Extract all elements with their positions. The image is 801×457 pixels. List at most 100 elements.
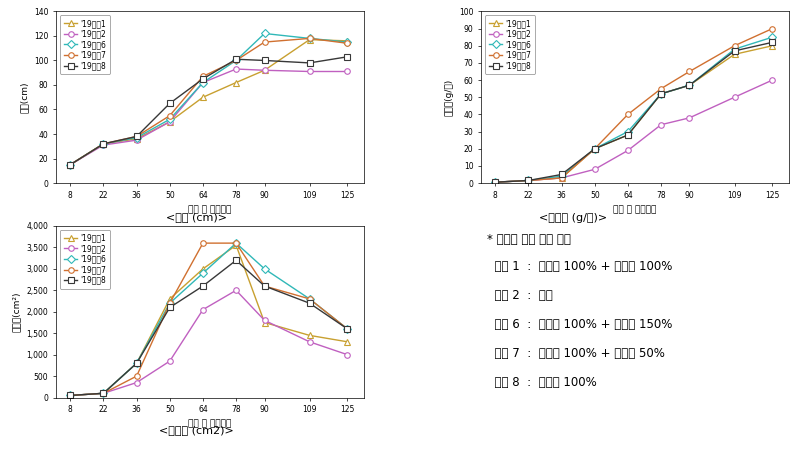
'19김제1: [132, 136, 142, 142]
'19김제8: [99, 391, 108, 396]
'19김제8: [165, 305, 175, 310]
'19김제1: [165, 296, 175, 302]
Y-axis label: 초장(cm): 초장(cm): [19, 81, 28, 113]
Line: '19김제6: '19김제6: [67, 31, 350, 167]
'19김제6: [524, 178, 533, 183]
'19김제2: [260, 68, 269, 73]
Line: '19김제1: '19김제1: [67, 37, 350, 167]
'19김제8: [66, 162, 75, 167]
X-axis label: 이앙 후 생육일수: 이앙 후 생육일수: [614, 205, 657, 214]
'19김제6: [730, 47, 739, 52]
'19김제6: [66, 393, 75, 398]
'19김제2: [524, 178, 533, 183]
'19김제6: [590, 146, 599, 151]
'19김제7: [343, 326, 352, 332]
'19김제2: [198, 80, 207, 85]
X-axis label: 이앙 후 생육일수: 이앙 후 생육일수: [188, 205, 231, 214]
Line: '19김제8: '19김제8: [493, 40, 775, 185]
'19김제1: [343, 38, 352, 43]
Text: <건물중 (g/주)>: <건물중 (g/주)>: [538, 213, 607, 223]
'19김제1: [343, 339, 352, 345]
'19김제6: [767, 34, 777, 40]
'19김제8: [524, 178, 533, 183]
'19김제2: [656, 122, 666, 128]
'19김제8: [198, 283, 207, 289]
'19김제1: [767, 43, 777, 48]
'19김제8: [132, 361, 142, 366]
'19김제7: [66, 162, 75, 167]
'19김제6: [623, 129, 633, 134]
'19김제1: [132, 361, 142, 366]
Legend: '19김제1, '19김제2, '19김제6, '19김제7, '19김제8: '19김제1, '19김제2, '19김제6, '19김제7, '19김제8: [485, 15, 535, 74]
Legend: '19김제1, '19김제2, '19김제6, '19김제7, '19김제8: '19김제1, '19김제2, '19김제6, '19김제7, '19김제8: [60, 15, 111, 74]
Line: '19김제2: '19김제2: [67, 66, 350, 167]
'19김제1: [66, 162, 75, 167]
'19김제6: [66, 162, 75, 167]
'19김제6: [490, 180, 500, 185]
'19김제1: [490, 180, 500, 185]
Line: '19김제7: '19김제7: [493, 26, 775, 185]
'19김제1: [260, 68, 269, 73]
'19김제8: [165, 101, 175, 106]
'19김제7: [198, 240, 207, 246]
'19김제8: [231, 258, 241, 263]
Text: * 필지별 비료 처리 수준: * 필지별 비료 처리 수준: [487, 233, 571, 246]
'19김제7: [260, 283, 269, 289]
Line: '19김제7: '19김제7: [67, 36, 350, 167]
'19김제7: [165, 113, 175, 118]
'19김제8: [66, 393, 75, 398]
'19김제8: [132, 134, 142, 139]
'19김제7: [132, 373, 142, 379]
X-axis label: 이앙 후 생육일수: 이앙 후 생육일수: [188, 420, 231, 429]
'19김제1: [590, 146, 599, 151]
Text: 김제 2  :  무비: 김제 2 : 무비: [487, 289, 553, 302]
'19김제7: [165, 300, 175, 306]
Line: '19김제8: '19김제8: [67, 54, 350, 167]
'19김제6: [132, 135, 142, 140]
'19김제2: [730, 95, 739, 100]
'19김제8: [685, 82, 694, 88]
'19김제6: [260, 31, 269, 36]
'19김제7: [656, 86, 666, 91]
'19김제2: [685, 115, 694, 121]
'19김제1: [730, 52, 739, 57]
'19김제8: [557, 172, 566, 177]
'19김제7: [490, 180, 500, 185]
Text: 김제 1  :  밑거름 100% + 웃거름 100%: 김제 1 : 밑거름 100% + 웃거름 100%: [487, 260, 673, 273]
'19김제6: [304, 296, 314, 302]
'19김제8: [623, 132, 633, 138]
Line: '19김제6: '19김제6: [67, 240, 350, 398]
'19김제7: [304, 36, 314, 41]
'19김제7: [260, 39, 269, 45]
'19김제1: [66, 393, 75, 398]
'19김제1: [557, 175, 566, 181]
'19김제1: [623, 132, 633, 138]
'19김제6: [231, 58, 241, 63]
'19김제2: [343, 69, 352, 74]
'19김제8: [198, 76, 207, 82]
Text: 김제 7  :  밑거름 100% + 웃거름 50%: 김제 7 : 밑거름 100% + 웃거름 50%: [487, 347, 665, 360]
'19김제6: [132, 361, 142, 366]
'19김제8: [304, 300, 314, 306]
'19김제7: [198, 74, 207, 79]
'19김제2: [66, 162, 75, 167]
'19김제8: [343, 326, 352, 332]
'19김제2: [304, 339, 314, 345]
'19김제8: [490, 180, 500, 185]
'19김제6: [99, 141, 108, 147]
'19김제8: [730, 48, 739, 53]
'19김제6: [198, 80, 207, 85]
Line: '19김제1: '19김제1: [493, 43, 775, 185]
Line: '19김제8: '19김제8: [67, 257, 350, 398]
'19김제1: [231, 243, 241, 248]
'19김제1: [304, 37, 314, 43]
'19김제1: [260, 320, 269, 325]
'19김제8: [260, 283, 269, 289]
'19김제8: [260, 58, 269, 63]
'19김제1: [685, 82, 694, 88]
'19김제7: [132, 134, 142, 139]
'19김제8: [304, 60, 314, 66]
'19김제2: [132, 138, 142, 143]
'19김제7: [524, 178, 533, 183]
'19김제8: [231, 57, 241, 62]
